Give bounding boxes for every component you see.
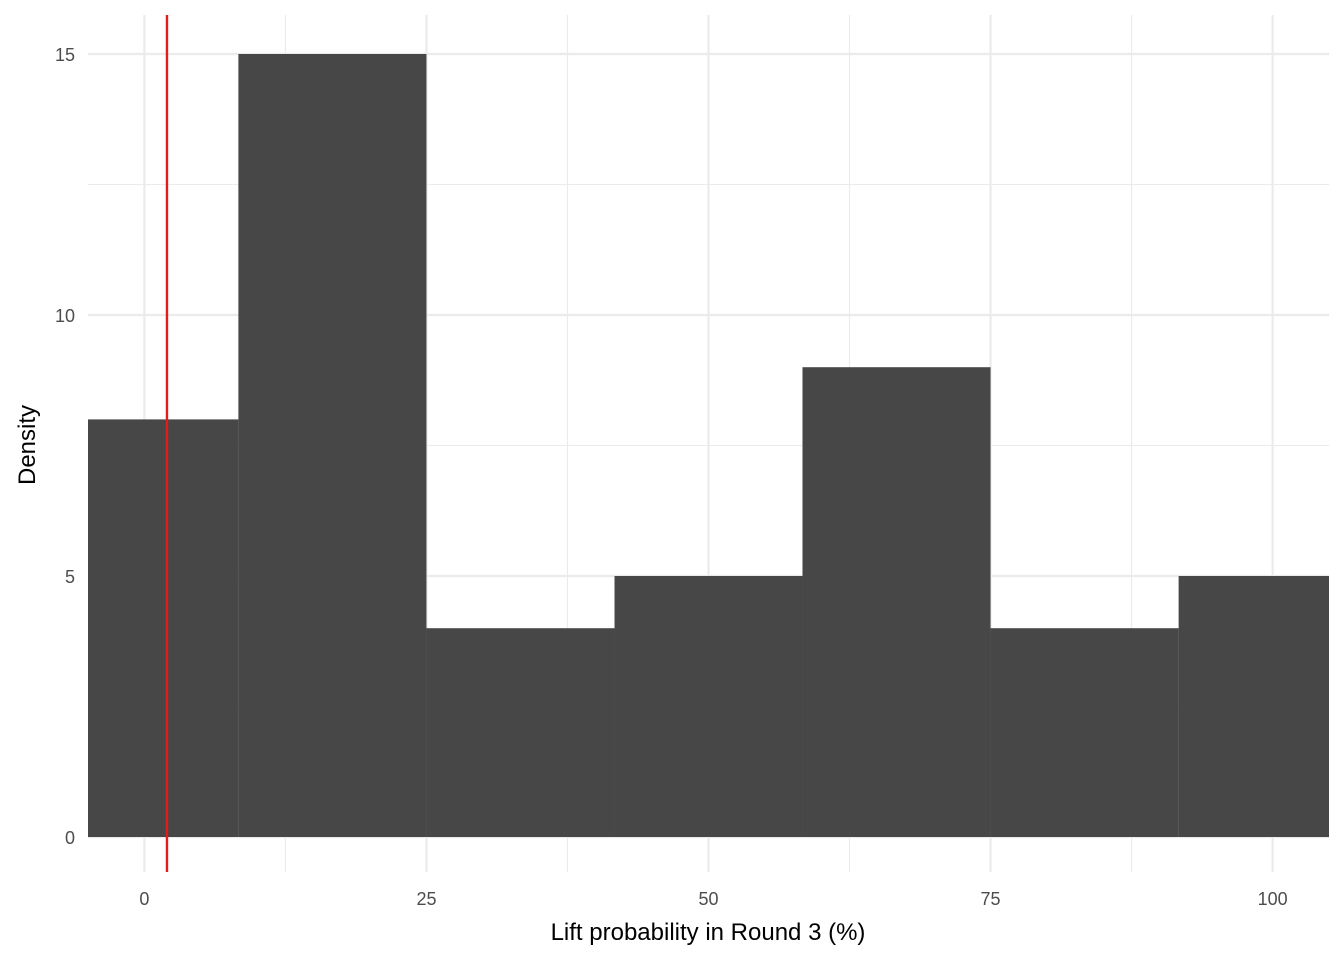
y-tick-label: 10 bbox=[55, 306, 75, 326]
x-axis-tick-labels: 0 25 50 75 100 bbox=[139, 889, 1287, 909]
x-tick-label: 75 bbox=[981, 889, 1001, 909]
x-axis-title: Lift probability in Round 3 (%) bbox=[551, 919, 866, 946]
histogram-bar bbox=[990, 628, 1179, 837]
histogram-bar bbox=[1178, 576, 1329, 837]
x-tick-label: 100 bbox=[1258, 889, 1288, 909]
x-tick-label: 25 bbox=[416, 889, 436, 909]
y-tick-label: 15 bbox=[55, 45, 75, 65]
y-axis-tick-labels: 0 5 10 15 bbox=[55, 45, 75, 848]
histogram-bars bbox=[88, 54, 1329, 837]
x-tick-label: 0 bbox=[139, 889, 149, 909]
histogram-bar bbox=[88, 419, 239, 837]
x-tick-label: 50 bbox=[698, 889, 718, 909]
histogram-bar bbox=[614, 576, 803, 837]
histogram-bar bbox=[426, 628, 615, 837]
y-tick-label: 5 bbox=[65, 567, 75, 587]
y-axis-title: Density bbox=[14, 405, 41, 485]
y-tick-label: 0 bbox=[65, 828, 75, 848]
histogram-bar bbox=[238, 54, 427, 837]
histogram-bar bbox=[802, 367, 991, 837]
